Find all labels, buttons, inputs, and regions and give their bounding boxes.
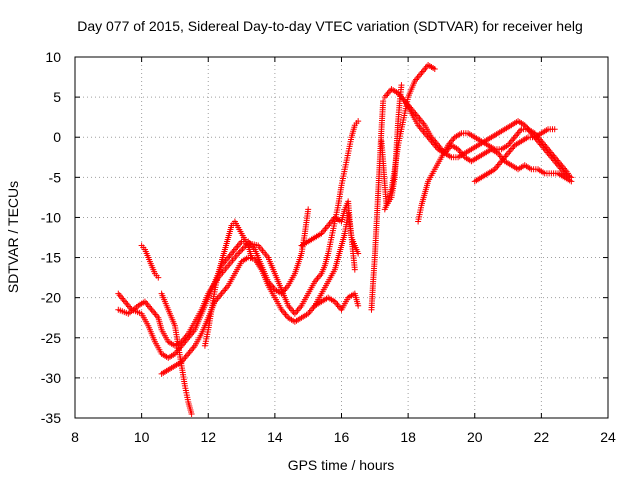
data-point — [355, 250, 362, 257]
axis-ticks — [74, 56, 609, 419]
data-point — [351, 266, 358, 273]
data-point — [236, 249, 243, 256]
x-tick-label: 16 — [334, 429, 350, 445]
x-tick-label: 18 — [400, 429, 416, 445]
chart-title: Day 077 of 2015, Sidereal Day-to-day VTE… — [77, 18, 583, 34]
y-axis-label: SDTVAR / TECUs — [5, 181, 21, 293]
data-point — [551, 126, 558, 133]
y-tick-label: -15 — [41, 250, 61, 266]
x-tick-label: 12 — [200, 429, 216, 445]
data-point — [305, 206, 312, 213]
data-point — [355, 302, 362, 309]
data-point — [568, 178, 575, 185]
x-tick-labels: 8 10 12 14 16 18 20 22 24 — [71, 429, 616, 445]
y-tick-label: 5 — [53, 89, 61, 105]
x-tick-label: 8 — [71, 429, 79, 445]
data-point — [565, 170, 572, 177]
y-tick-label: -10 — [41, 209, 61, 225]
y-tick-label: -30 — [41, 370, 61, 386]
data-point — [188, 410, 195, 417]
x-tick-label: 22 — [534, 429, 550, 445]
data-points — [115, 62, 575, 417]
data-point — [355, 118, 362, 125]
y-tick-label: -5 — [49, 169, 62, 185]
x-tick-label: 24 — [600, 429, 616, 445]
data-point — [155, 274, 162, 281]
data-point — [398, 82, 405, 89]
data-point — [238, 247, 245, 254]
x-tick-label: 20 — [467, 429, 483, 445]
y-tick-label: -35 — [41, 410, 61, 426]
data-point — [431, 66, 438, 73]
x-tick-label: 10 — [134, 429, 150, 445]
y-tick-label: 10 — [45, 49, 61, 65]
y-tick-label: -20 — [41, 290, 61, 306]
y-tick-labels: 10 5 0 -5 -10 -15 -20 -25 -30 -35 — [41, 49, 61, 426]
data-point — [380, 98, 387, 105]
x-tick-label: 14 — [267, 429, 283, 445]
data-point — [248, 254, 255, 261]
data-point — [235, 250, 242, 257]
data-point — [239, 246, 246, 253]
y-tick-label: -25 — [41, 330, 61, 346]
x-axis-label: GPS time / hours — [288, 457, 395, 473]
y-tick-label: 0 — [53, 129, 61, 145]
